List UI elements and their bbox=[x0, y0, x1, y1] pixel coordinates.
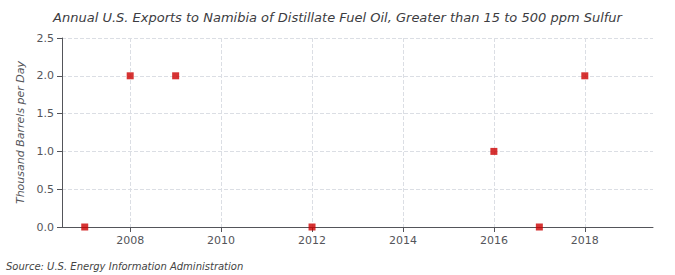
svg-text:Source: U.S. Energy Informatio: Source: U.S. Energy Information Administ… bbox=[6, 261, 243, 272]
svg-text:0.5: 0.5 bbox=[37, 183, 55, 196]
svg-text:2018: 2018 bbox=[571, 234, 599, 247]
svg-text:2010: 2010 bbox=[207, 234, 235, 247]
svg-text:1.0: 1.0 bbox=[37, 145, 55, 158]
svg-text:2.0: 2.0 bbox=[37, 69, 55, 82]
svg-text:2016: 2016 bbox=[480, 234, 508, 247]
svg-text:1.5: 1.5 bbox=[37, 107, 55, 120]
svg-text:Annual U.S. Exports to Namibia: Annual U.S. Exports to Namibia of Distil… bbox=[52, 10, 624, 25]
svg-text:2.5: 2.5 bbox=[37, 32, 55, 45]
svg-text:2008: 2008 bbox=[116, 234, 144, 247]
svg-text:Thousand Barrels per Day: Thousand Barrels per Day bbox=[14, 60, 27, 204]
svg-text:0.0: 0.0 bbox=[37, 221, 55, 234]
svg-text:2014: 2014 bbox=[389, 234, 417, 247]
svg-text:2012: 2012 bbox=[298, 234, 326, 247]
